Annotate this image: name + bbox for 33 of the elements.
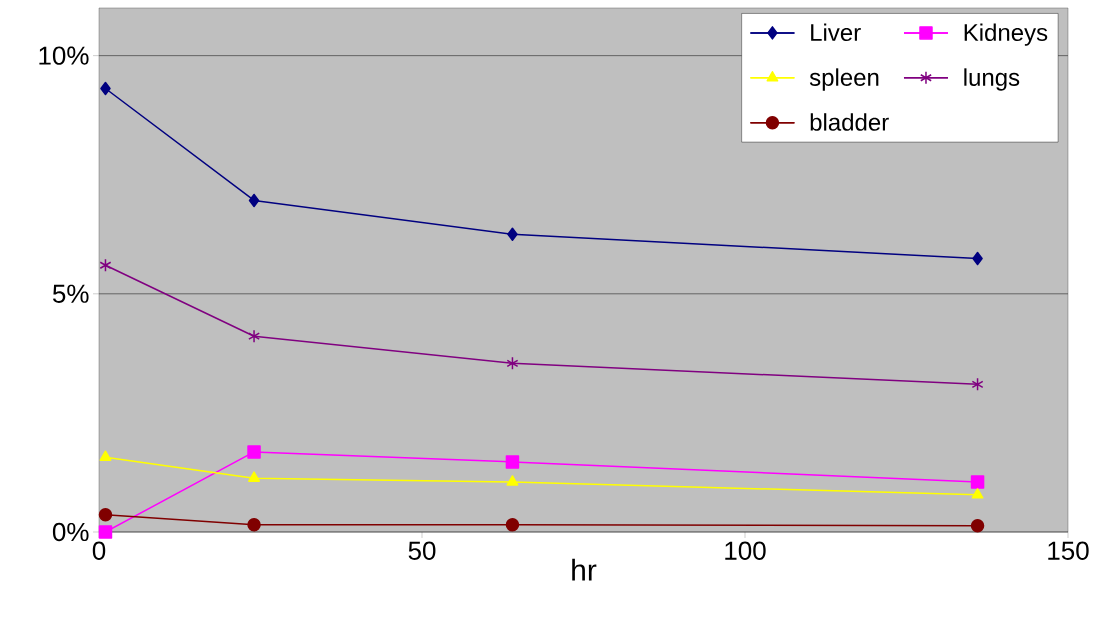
point bbox=[506, 356, 519, 371]
point bbox=[248, 193, 260, 208]
y-tick-label: 5% bbox=[52, 284, 89, 303]
x-tick-label: 0 bbox=[92, 541, 106, 560]
x-axis-title: hr bbox=[572, 558, 597, 581]
point bbox=[98, 508, 113, 522]
point bbox=[971, 488, 984, 499]
legend-label: Kidneys bbox=[964, 23, 1048, 46]
x-tick-label: 50 bbox=[408, 541, 436, 560]
x-tick-label: 150 bbox=[1048, 541, 1089, 560]
point bbox=[970, 519, 985, 533]
legend-label: spleen bbox=[809, 68, 879, 91]
y-tick-label: 0% bbox=[52, 522, 89, 542]
point bbox=[505, 518, 520, 532]
legend-label: Liver bbox=[811, 23, 861, 42]
point bbox=[98, 525, 113, 539]
legend-label: lungs bbox=[964, 68, 1020, 91]
point bbox=[506, 475, 519, 486]
point bbox=[247, 518, 261, 532]
legend-label: bladder bbox=[810, 113, 889, 131]
point bbox=[505, 455, 520, 469]
point bbox=[99, 450, 112, 461]
point bbox=[507, 227, 518, 242]
y-tick-label: 10% bbox=[39, 46, 89, 65]
point bbox=[100, 81, 111, 96]
point bbox=[99, 258, 112, 272]
point bbox=[248, 329, 260, 343]
x-tick-label: 100 bbox=[725, 541, 766, 560]
point bbox=[970, 475, 985, 489]
point bbox=[971, 377, 984, 392]
point bbox=[248, 471, 260, 482]
point bbox=[972, 251, 983, 266]
point bbox=[247, 445, 261, 459]
